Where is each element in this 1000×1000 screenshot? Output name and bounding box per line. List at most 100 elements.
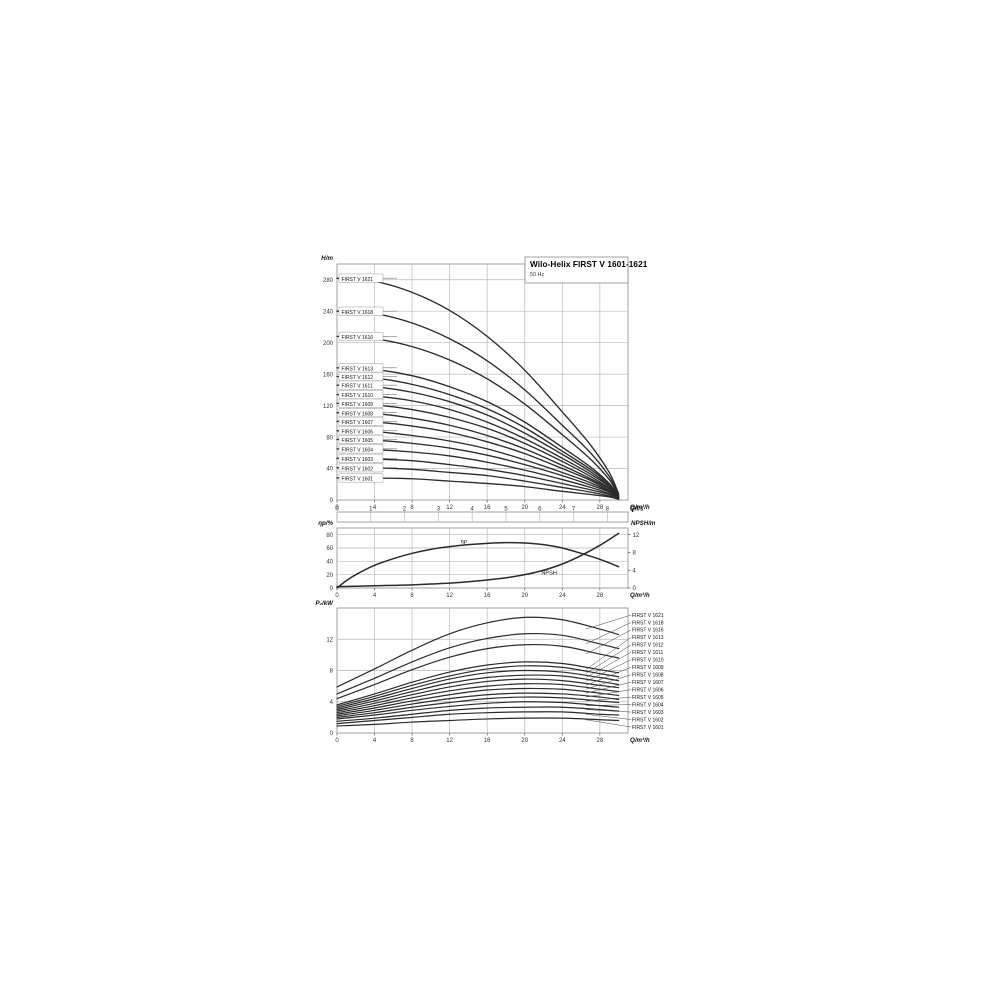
power-curve — [336, 678, 620, 712]
q-ls-tick-label: 5 — [504, 507, 508, 513]
chart-subtitle: 50 Hz — [530, 272, 544, 278]
head-plot-frame — [336, 263, 629, 501]
power-series-label: FIRST V 1604 — [632, 702, 664, 708]
npsh-curve-annotation: NPSH — [541, 571, 557, 577]
efficiency-curve — [336, 541, 620, 589]
q-m3h-eta-tick: 12 — [446, 593, 453, 599]
power-axis-tick: 12 — [326, 637, 333, 643]
q-m3h-tick: 16 — [484, 505, 491, 511]
head-axis-tick: 120 — [323, 404, 334, 410]
power-series-label: FIRST V 1616 — [632, 628, 664, 634]
q-m3h-tick: 4 — [373, 505, 377, 511]
power-series-leader-line — [585, 719, 632, 728]
q-m3h-eta-tick: 28 — [596, 593, 603, 599]
q-m3h-tick: 20 — [521, 505, 528, 511]
power-series-leader-line — [585, 652, 632, 678]
series-label: FIRST V 1621 — [342, 277, 374, 283]
q-ls-tick-label: 1 — [369, 507, 373, 513]
q-m3h-power-tick: 0 — [335, 738, 339, 744]
q-m3h-power-tick: 4 — [373, 738, 377, 744]
q-m3h-eta-tick: 0 — [335, 593, 339, 599]
power-series-leader-line — [585, 689, 632, 698]
npsh-axis-label: NPSH/m — [631, 520, 656, 527]
power-series-leader-line — [585, 714, 632, 720]
series-label: FIRST V 1609 — [342, 402, 374, 408]
q-m3h-tick: 28 — [596, 505, 603, 511]
head-axis-tick: 200 — [323, 341, 334, 347]
q-ls-tick-label: 8 — [606, 507, 610, 513]
power-series-label: FIRST V 1612 — [632, 643, 664, 649]
head-curve — [336, 384, 620, 498]
chart-title: Wilo-Helix FIRST V 1601-1621 — [530, 260, 648, 269]
npsh-axis-tick-label: 0 — [633, 586, 637, 592]
power-series-leader-line — [585, 637, 632, 670]
q-ls-tick-label: 2 — [403, 507, 407, 513]
head-curve — [336, 335, 620, 496]
q-m3h-tick: 8 — [410, 505, 414, 511]
q-m3h-eta-tick: 8 — [410, 593, 414, 599]
power-curve — [336, 661, 620, 706]
series-label: FIRST V 1603 — [342, 457, 374, 463]
q-m3h-tick: 0 — [335, 505, 339, 511]
power-series-label: FIRST V 1609 — [632, 665, 664, 671]
q-ls-axis-band — [336, 511, 629, 523]
head-curve — [336, 367, 620, 497]
npsh-axis-tick-label: 12 — [633, 533, 640, 539]
series-label: FIRST V 1602 — [342, 466, 374, 472]
q-ls-unit: Q/l/s — [630, 506, 644, 513]
head-curve — [336, 310, 620, 496]
power-series-label: FIRST V 1602 — [632, 717, 664, 723]
head-axis-label: H/m — [321, 255, 333, 262]
power-series-label: FIRST V 1608 — [632, 673, 664, 679]
power-series-label: FIRST V 1605 — [632, 695, 664, 701]
q-ls-tick-label: 6 — [538, 507, 542, 513]
power-series-leader-line — [585, 614, 632, 630]
head-curve — [336, 438, 620, 500]
head-axis-tick: 160 — [323, 372, 334, 378]
eta-axis-tick: 0 — [330, 586, 334, 592]
power-series-leader-line — [585, 696, 632, 702]
power-series-leader-line — [585, 622, 632, 645]
power-curve — [336, 717, 620, 727]
q-m3h-power-tick: 12 — [446, 738, 453, 744]
power-curve — [336, 616, 620, 688]
power-axis-tick: 0 — [330, 731, 334, 737]
q-m3h-eta-tick: 24 — [559, 593, 566, 599]
q-m3h-power-tick: 8 — [410, 738, 414, 744]
q-m3h-eta-unit: Q/m³/h — [630, 592, 650, 599]
power-series-label: FIRST V 1611 — [632, 650, 663, 656]
head-curve — [336, 375, 620, 497]
npsh-axis-tick-label: 8 — [633, 551, 637, 557]
npsh-axis-tick-label: 4 — [633, 568, 637, 574]
power-axis-tick: 4 — [330, 700, 334, 706]
head-curve — [336, 448, 620, 500]
power-series-leader-line — [585, 667, 632, 686]
series-label: FIRST V 1612 — [342, 375, 374, 381]
q-m3h-power-tick: 24 — [559, 738, 566, 744]
power-series-leader-line — [585, 629, 632, 655]
power-series-label: FIRST V 1603 — [632, 710, 664, 716]
series-label: FIRST V 1606 — [342, 429, 374, 435]
head-curve — [336, 277, 620, 495]
series-label: FIRST V 1611 — [342, 384, 373, 390]
efficiency-npsh-panel: ηp/% 0 20 40 60 80 NPSH/m 0 4 8 12 ηp NPSH 0 4 8 12 16 20 2… — [318, 520, 656, 599]
series-label: FIRST V 1618 — [342, 310, 374, 316]
power-curve — [336, 701, 620, 720]
q-m3h-tick: 24 — [559, 505, 566, 511]
power-curve — [336, 665, 620, 708]
power-series-label: FIRST V 1607 — [632, 680, 664, 686]
head-curve — [336, 412, 620, 499]
power-series-label: FIRST V 1618 — [632, 620, 664, 626]
title-box — [524, 256, 629, 284]
power-series-leader-line — [585, 681, 632, 694]
power-series-label: FIRST V 1610 — [632, 658, 664, 664]
head-axis-tick: 280 — [323, 278, 334, 284]
head-axis-tick: 40 — [326, 467, 333, 473]
power-series-label: FIRST V 1613 — [632, 635, 664, 641]
q-ls-tick-label: 3 — [437, 507, 441, 513]
power-curve — [336, 669, 620, 709]
q-m3h-power-tick: 28 — [596, 738, 603, 744]
